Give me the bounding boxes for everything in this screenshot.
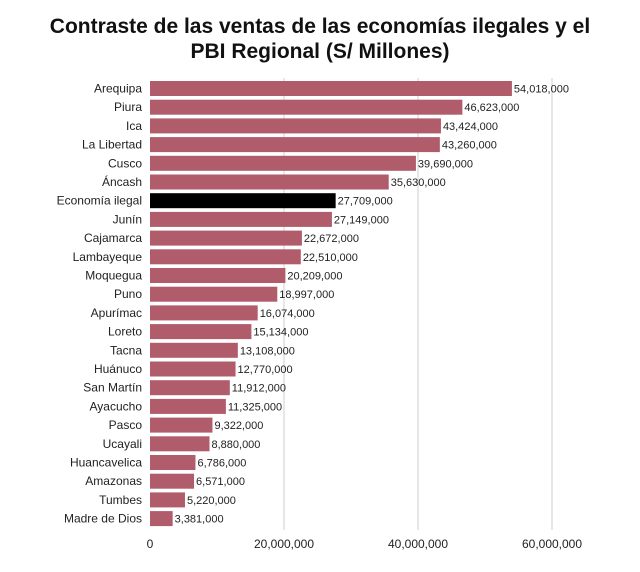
bar-0 [150,81,512,96]
category-label: Madre de Dios [64,512,142,526]
bar-17 [150,398,226,414]
bar-12 [150,305,258,321]
bar-9 [150,249,301,265]
category-label: La Libertad [82,138,142,152]
category-label: Moquegua [85,269,142,283]
value-label: 22,510,000 [303,252,358,264]
bar-19 [150,436,210,452]
x-tick-label: 0 [147,537,154,551]
bar-10 [150,268,286,283]
value-label: 15,134,000 [253,327,308,339]
x-tick-label: 20,000,000 [254,537,314,551]
bar-23 [150,511,173,527]
chart-title-line-1: Contraste de las ventas de las economías… [49,15,591,38]
category-label: Apurímac [91,306,142,320]
value-label: 6,571,000 [196,476,245,488]
value-label: 9,322,000 [214,420,263,432]
value-label: 3,381,000 [175,514,224,526]
category-label: Amazonas [85,474,142,488]
category-label: Puno [114,287,142,301]
bar-2 [150,118,441,134]
category-label: Loreto [108,325,142,339]
value-label: 43,424,000 [443,121,498,133]
value-label: 11,325,000 [228,401,282,413]
value-label: 43,260,000 [442,140,497,152]
bar-13 [150,324,252,340]
category-label: Cajamarca [84,231,142,245]
category-label: Tumbes [99,493,142,507]
value-label: 6,786,000 [197,458,246,470]
value-label: 13,108,000 [240,345,295,357]
value-label: 16,074,000 [260,308,315,320]
category-label: San Martín [83,381,142,395]
value-label: 18,997,000 [279,289,334,301]
category-label: Ica [126,119,142,133]
category-label: Áncash [102,174,142,189]
value-label: 54,018,000 [514,84,569,96]
value-label: 5,220,000 [187,495,236,507]
category-label: Huánuco [94,362,142,376]
value-label: 27,149,000 [334,214,389,226]
bar-4 [150,155,416,171]
value-label: 11,912,000 [232,383,286,395]
bar-22 [150,492,185,508]
value-label: 27,709,000 [338,196,393,208]
category-label: Economía ilegal [57,194,142,208]
bar-6 [150,193,336,209]
category-label: Junín [113,212,142,226]
category-label: Pasco [109,418,143,432]
category-label: Huancavelica [70,456,142,470]
bar-7 [150,211,332,227]
value-label: 8,880,000 [211,439,260,451]
category-label: Cusco [108,156,142,170]
value-label: 46,623,000 [464,102,519,114]
chart-title: Contraste de las ventas de las economías… [0,14,640,64]
value-label: 20,209,000 [287,271,342,283]
category-label: Lambayeque [73,250,143,264]
value-label: 35,630,000 [391,177,446,189]
category-label: Ayacucho [90,399,143,413]
bar-8 [150,230,302,246]
category-label: Arequipa [94,82,142,96]
bar-16 [150,380,230,396]
bar-15 [150,361,236,377]
chart-title-line-2: PBI Regional (S/ Millones) [190,40,450,63]
category-label: Ucayali [103,437,142,451]
bar-14 [150,342,238,358]
category-label: Piura [114,100,142,114]
bar-21 [150,473,195,489]
bar-11 [150,286,278,302]
x-tick-label: 60,000,000 [522,537,582,551]
category-label: Tacna [110,343,142,357]
bar-3 [150,137,440,153]
bar-18 [150,417,213,433]
bar-20 [150,455,196,470]
bar-1 [150,99,463,115]
bar-5 [150,174,389,190]
value-label: 22,672,000 [304,233,359,245]
value-label: 39,690,000 [418,158,473,170]
value-label: 12,770,000 [238,364,293,376]
x-tick-label: 40,000,000 [388,537,448,551]
